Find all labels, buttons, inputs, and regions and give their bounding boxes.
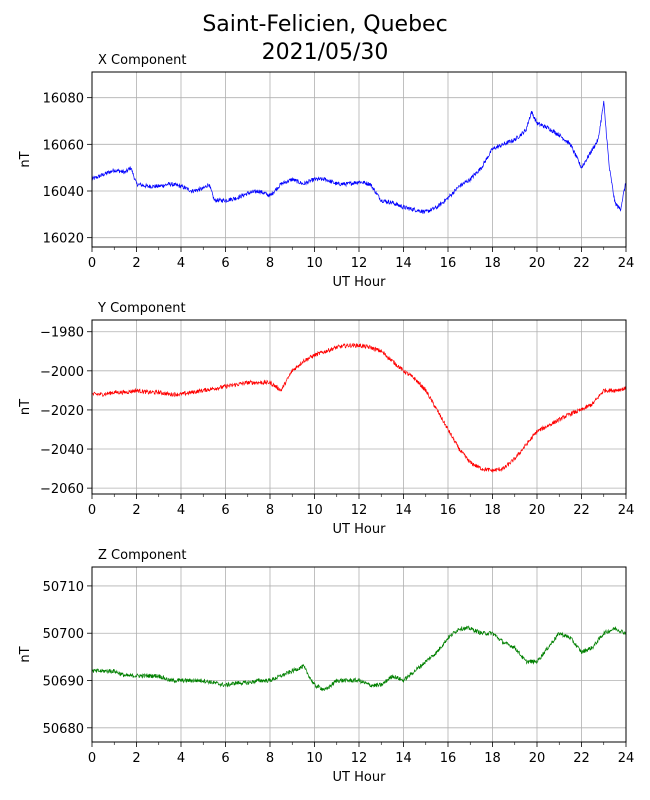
y-ytick-label-−2020: −2020 — [40, 404, 84, 419]
x-xtick-label-24: 24 — [618, 256, 635, 271]
y-ytick-label-−1980: −1980 — [40, 326, 84, 341]
y-xtick-label-8: 8 — [266, 503, 274, 518]
x-xtick-label-10: 10 — [306, 256, 323, 271]
y-xtick-label-10: 10 — [306, 503, 323, 518]
z-xtick-label-16: 16 — [440, 751, 457, 766]
x-ytick-label-16020: 16020 — [43, 232, 84, 247]
y-axes-frame — [91, 319, 627, 495]
x-series-line — [91, 100, 627, 215]
z-xtick-label-0: 0 — [88, 751, 96, 766]
x-xtick-label-12: 12 — [351, 256, 368, 271]
x-xtick-label-20: 20 — [529, 256, 546, 271]
y-panel-title: Y Component — [97, 301, 186, 316]
z-xtick-label-20: 20 — [529, 751, 546, 766]
z-xtick-label-14: 14 — [395, 751, 412, 766]
x-xtick-label-14: 14 — [395, 256, 412, 271]
z-xtick-label-12: 12 — [351, 751, 368, 766]
y-xtick-label-20: 20 — [529, 503, 546, 518]
y-xtick-label-12: 12 — [351, 503, 368, 518]
y-xtick-label-16: 16 — [440, 503, 457, 518]
z-xlabel: UT Hour — [333, 770, 387, 785]
y-xtick-label-0: 0 — [88, 503, 96, 518]
y-xtick-label-14: 14 — [395, 503, 412, 518]
x-axes-frame — [91, 71, 627, 248]
x-xtick-label-4: 4 — [177, 256, 185, 271]
y-ytick-label-−2040: −2040 — [40, 443, 84, 458]
z-ytick-label-50680: 50680 — [43, 722, 84, 737]
z-series-line — [91, 625, 627, 692]
figure-title-line-1: Saint-Felicien, Quebec — [202, 12, 448, 37]
y-xtick-label-18: 18 — [484, 503, 501, 518]
y-xtick-label-2: 2 — [132, 503, 140, 518]
z-xtick-label-6: 6 — [221, 751, 229, 766]
x-xtick-label-18: 18 — [484, 256, 501, 271]
x-ytick-label-16040: 16040 — [43, 185, 84, 200]
z-xtick-label-18: 18 — [484, 751, 501, 766]
y-series-line — [91, 342, 627, 473]
x-xtick-label-22: 22 — [573, 256, 590, 271]
x-xtick-label-16: 16 — [440, 256, 457, 271]
z-ytick-label-50710: 50710 — [43, 580, 84, 595]
y-xtick-label-24: 24 — [618, 503, 635, 518]
z-xtick-label-10: 10 — [306, 751, 323, 766]
z-xtick-label-8: 8 — [266, 751, 274, 766]
z-ytick-label-50690: 50690 — [43, 675, 84, 690]
x-xtick-label-2: 2 — [132, 256, 140, 271]
y-xtick-label-4: 4 — [177, 503, 185, 518]
x-ytick-label-16060: 16060 — [43, 138, 84, 153]
x-panel-title: X Component — [98, 53, 187, 68]
x-ytick-label-16080: 16080 — [43, 92, 84, 107]
y-ylabel: nT — [18, 399, 33, 415]
x-xtick-label-8: 8 — [266, 256, 274, 271]
x-ylabel: nT — [18, 151, 33, 167]
z-xtick-label-4: 4 — [177, 751, 185, 766]
y-xlabel: UT Hour — [333, 522, 387, 537]
y-xtick-label-6: 6 — [221, 503, 229, 518]
x-xtick-label-0: 0 — [88, 256, 96, 271]
z-axes-frame — [91, 566, 627, 743]
x-xlabel: UT Hour — [333, 275, 387, 290]
z-xtick-label-22: 22 — [573, 751, 590, 766]
z-ylabel: nT — [18, 646, 33, 662]
z-panel-title: Z Component — [98, 548, 187, 563]
z-xtick-label-2: 2 — [132, 751, 140, 766]
z-xtick-label-24: 24 — [618, 751, 635, 766]
y-xtick-label-22: 22 — [573, 503, 590, 518]
x-xtick-label-6: 6 — [221, 256, 229, 271]
y-ytick-label-−2000: −2000 — [40, 365, 84, 380]
y-ytick-label-−2060: −2060 — [40, 482, 84, 497]
figure-title-line-2: 2021/05/30 — [261, 40, 389, 65]
z-ytick-label-50700: 50700 — [43, 627, 84, 642]
